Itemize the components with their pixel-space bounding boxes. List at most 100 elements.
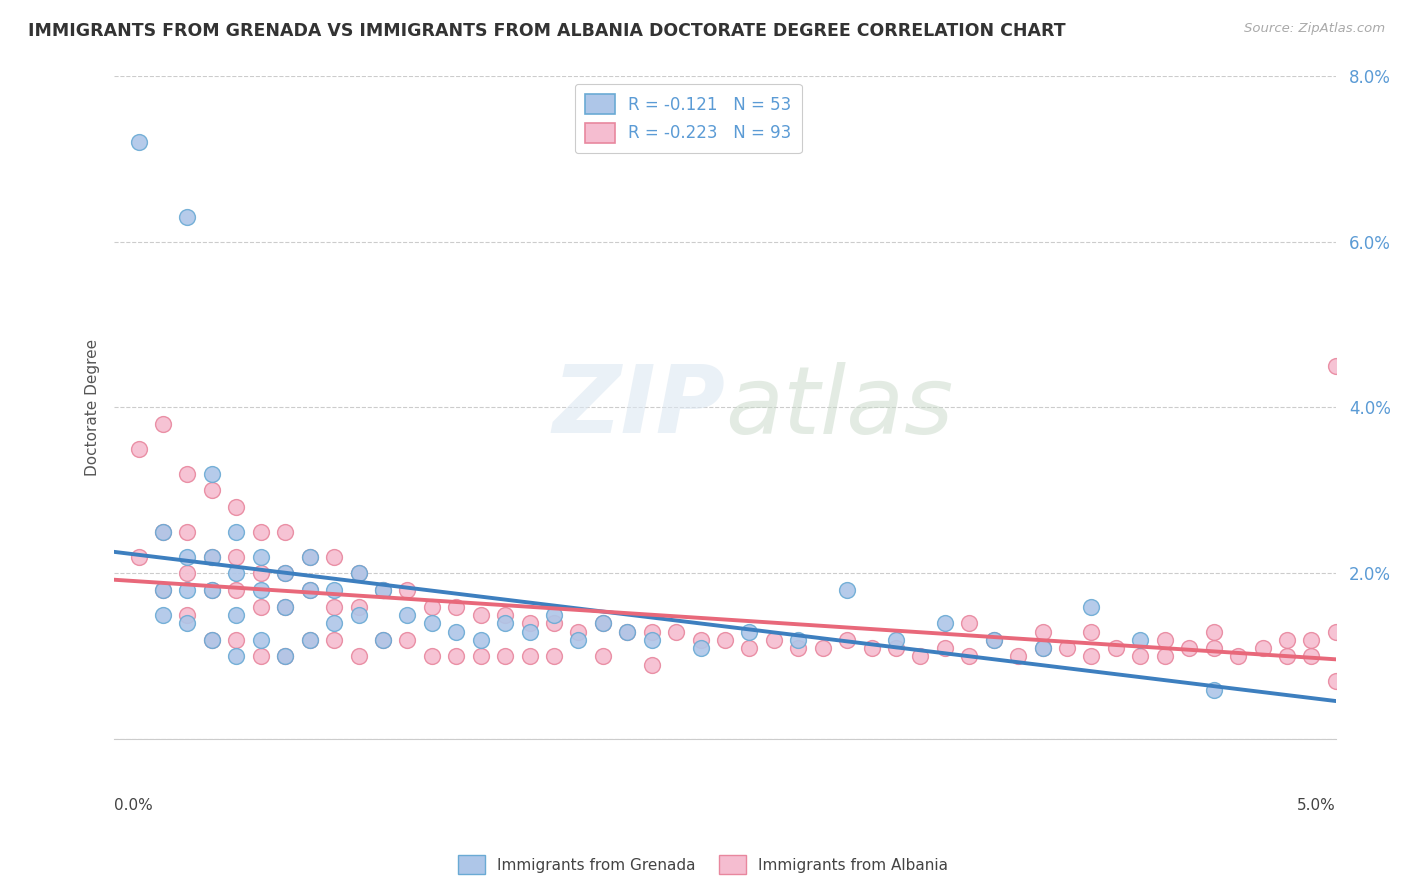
Text: 5.0%: 5.0% (1298, 797, 1336, 813)
Point (519, 624, 541, 639)
Point (1032, 624, 1054, 639)
Point (1105, 641, 1128, 656)
Point (396, 632, 419, 647)
Point (983, 632, 1005, 647)
Legend: Immigrants from Grenada, Immigrants from Albania: Immigrants from Grenada, Immigrants from… (451, 849, 955, 880)
Point (837, 632, 859, 647)
Point (201, 549, 224, 564)
Point (201, 549, 224, 564)
Point (152, 417, 174, 431)
Point (470, 632, 492, 647)
Text: IMMIGRANTS FROM GRENADA VS IMMIGRANTS FROM ALBANIA DOCTORATE DEGREE CORRELATION : IMMIGRANTS FROM GRENADA VS IMMIGRANTS FR… (28, 22, 1066, 40)
Point (1080, 599, 1102, 614)
Point (444, 649, 467, 664)
Point (323, 632, 346, 647)
Point (665, 624, 688, 639)
Point (494, 616, 516, 631)
Point (323, 583, 346, 598)
Point (519, 649, 541, 664)
Point (249, 566, 271, 581)
Point (298, 549, 321, 564)
Point (396, 607, 419, 622)
Point (274, 649, 297, 664)
Point (347, 566, 370, 581)
Point (347, 599, 370, 614)
Point (176, 566, 198, 581)
Point (884, 632, 907, 647)
Point (323, 616, 346, 631)
Point (371, 632, 394, 647)
Text: Source: ZipAtlas.com: Source: ZipAtlas.com (1244, 22, 1385, 36)
Point (128, 442, 150, 456)
Point (738, 624, 761, 639)
Point (934, 616, 956, 631)
Point (1324, 624, 1347, 639)
Point (1227, 649, 1250, 664)
Point (811, 641, 834, 656)
Point (152, 524, 174, 539)
Point (347, 607, 370, 622)
Point (176, 616, 198, 631)
Point (519, 616, 541, 631)
Point (1080, 624, 1102, 639)
Point (249, 649, 271, 664)
Point (738, 641, 761, 656)
Point (494, 607, 516, 622)
Point (274, 599, 297, 614)
Legend: R = -0.121   N = 53, R = -0.223   N = 93: R = -0.121 N = 53, R = -0.223 N = 93 (575, 84, 801, 153)
Point (1032, 641, 1054, 656)
Point (762, 632, 785, 647)
Point (225, 632, 247, 647)
Point (420, 616, 443, 631)
Point (837, 583, 859, 598)
Text: atlas: atlas (725, 362, 953, 453)
Point (592, 616, 614, 631)
Point (298, 632, 321, 647)
Point (1324, 359, 1347, 373)
Point (347, 649, 370, 664)
Point (201, 583, 224, 598)
Point (1032, 641, 1054, 656)
Point (128, 549, 150, 564)
Point (176, 467, 198, 481)
Point (323, 599, 346, 614)
Point (371, 583, 394, 598)
Y-axis label: Doctorate Degree: Doctorate Degree (86, 339, 100, 476)
Point (1202, 682, 1225, 697)
Point (152, 607, 174, 622)
Point (641, 624, 664, 639)
Point (1178, 641, 1201, 656)
Point (396, 583, 419, 598)
Point (201, 583, 224, 598)
Point (249, 632, 271, 647)
Point (225, 566, 247, 581)
Text: 0.0%: 0.0% (114, 797, 153, 813)
Point (249, 599, 271, 614)
Point (543, 607, 565, 622)
Point (225, 549, 247, 564)
Point (225, 649, 247, 664)
Point (860, 641, 883, 656)
Point (420, 649, 443, 664)
Point (470, 607, 492, 622)
Point (1056, 641, 1078, 656)
Point (1153, 632, 1175, 647)
Point (1301, 649, 1323, 664)
Point (347, 566, 370, 581)
Point (1202, 624, 1225, 639)
Point (1275, 632, 1298, 647)
Point (298, 549, 321, 564)
Point (176, 210, 198, 224)
Point (1301, 632, 1323, 647)
Point (371, 583, 394, 598)
Point (323, 549, 346, 564)
Point (274, 524, 297, 539)
Point (444, 599, 467, 614)
Point (567, 624, 589, 639)
Point (592, 616, 614, 631)
Point (274, 566, 297, 581)
Point (1080, 649, 1102, 664)
Point (1251, 641, 1274, 656)
Point (1153, 649, 1175, 664)
Point (371, 632, 394, 647)
